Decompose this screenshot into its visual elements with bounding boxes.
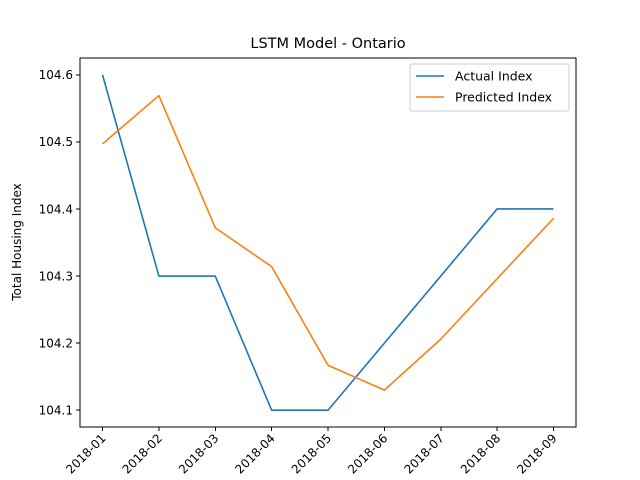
y-tick-label: 104.4 bbox=[39, 202, 73, 216]
series-layer bbox=[101, 74, 555, 412]
series-line-1 bbox=[101, 74, 554, 412]
chart-title: LSTM Model - Ontario bbox=[250, 36, 405, 52]
y-tick-label: 104.1 bbox=[39, 404, 73, 418]
legend-label: Predicted Index bbox=[455, 90, 552, 105]
y-tick-label: 104.3 bbox=[39, 269, 73, 283]
y-tick-label: 104.5 bbox=[39, 135, 73, 149]
y-axis: 104.1 104.2 104.3 104.4 104.5 104.6 bbox=[39, 68, 80, 418]
legend: Actual Index Predicted Index bbox=[409, 63, 570, 112]
series-line-2 bbox=[101, 94, 555, 391]
y-tick-label: 104.6 bbox=[39, 68, 73, 82]
legend-box bbox=[409, 63, 570, 112]
y-tick-label: 104.2 bbox=[39, 336, 73, 350]
legend-label: Actual Index bbox=[455, 69, 533, 84]
y-axis-title: Total Housing Index bbox=[10, 183, 24, 301]
